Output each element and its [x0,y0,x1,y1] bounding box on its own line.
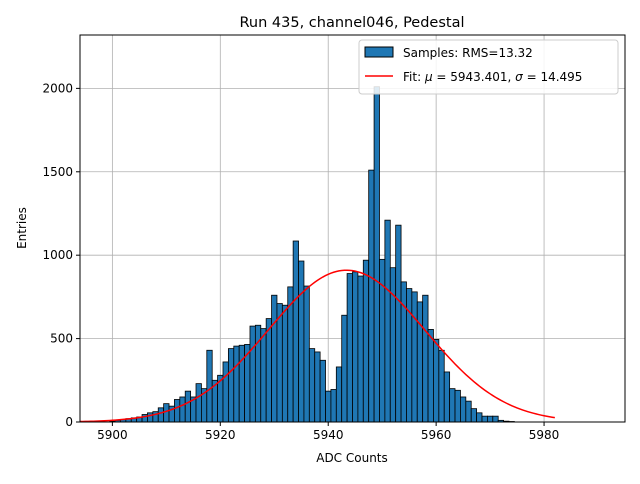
histogram-bar [335,366,343,423]
histogram-bar [470,408,478,423]
x-tick-label: 5960 [421,428,452,442]
histogram-bar [319,359,326,423]
fit-curve [79,269,555,423]
histogram-bar [303,285,310,423]
histogram-bar [368,169,375,423]
histogram-bar [487,415,494,423]
histogram-bar [346,273,353,423]
chart-title: Run 435, channel046, Pedestal [239,15,464,31]
x-tick-label: 5920 [205,428,236,442]
histogram-bar [163,403,170,423]
histogram-bar [233,345,240,423]
histogram-bar [206,349,213,423]
histogram-bar [481,415,488,423]
legend-histogram-swatch [364,46,394,58]
histogram-bar [395,224,402,423]
histogram-bar [184,390,192,423]
histogram-bar [260,328,267,423]
histogram-bar [298,260,305,423]
histogram-bar [416,301,424,423]
histogram-bar [249,325,256,423]
histogram-bar [222,361,229,423]
histogram-bar [179,396,186,423]
y-tick-label: 500 [50,332,73,346]
y-axis-label: Entries [15,207,29,249]
histogram-bar [330,389,337,423]
histogram-bar [443,371,451,423]
x-tick-label: 5940 [313,428,344,442]
legend-histogram-label: Samples: RMS=13.32 [403,46,533,60]
histogram-bar [281,304,289,423]
histogram-bar [227,348,235,423]
histogram-bar [352,271,359,423]
histogram-bar [422,294,429,423]
x-tick-label: 5980 [529,428,560,442]
histogram-bar [195,383,202,423]
histogram-bar [433,339,440,423]
histogram-bar [238,344,245,423]
x-axis-ticks: 5900 5920 5940 5960 5980 [97,422,559,442]
y-tick-label: 0 [65,415,73,429]
histogram-bar [373,86,380,423]
histogram-bar [362,259,370,423]
x-tick-label: 5900 [97,428,128,442]
histogram-bar [314,351,321,423]
histogram-bar [454,389,461,423]
legend-fit-label: Fit: μ = 5943.401, σ = 14.495 [403,70,582,84]
histogram-bar [389,267,397,423]
histogram-bar [276,303,283,423]
y-tick-label: 1000 [42,248,73,262]
histogram-bar [492,415,499,423]
histogram-bar [157,407,165,423]
histogram-bar [476,412,483,423]
histogram-bar [357,275,364,423]
y-tick-label: 2000 [42,81,73,95]
histogram-bar [411,291,418,423]
histogram-bar [449,388,456,423]
histogram-bar [465,400,472,423]
histogram-bar [460,396,467,423]
histogram-bar [292,240,299,423]
histogram-bar [308,348,316,423]
histogram-bar [341,314,348,423]
histogram-bar [174,399,181,423]
histogram-bar [427,329,434,423]
histogram-bar [438,349,445,423]
plot-frame [79,34,626,423]
histogram-bar [384,219,391,423]
legend-box [358,39,619,95]
histogram-bar [271,294,278,423]
histogram-bar [325,390,332,423]
histogram-bar [265,318,272,423]
y-axis-ticks: 0 500 1000 1500 2000 [42,81,80,429]
x-axis-label: ADC Counts [316,451,388,465]
legend: Samples: RMS=13.32 Fit: μ = 5943.401, σ … [358,39,619,95]
y-tick-label: 1500 [42,165,73,179]
histogram-bar [147,412,154,423]
